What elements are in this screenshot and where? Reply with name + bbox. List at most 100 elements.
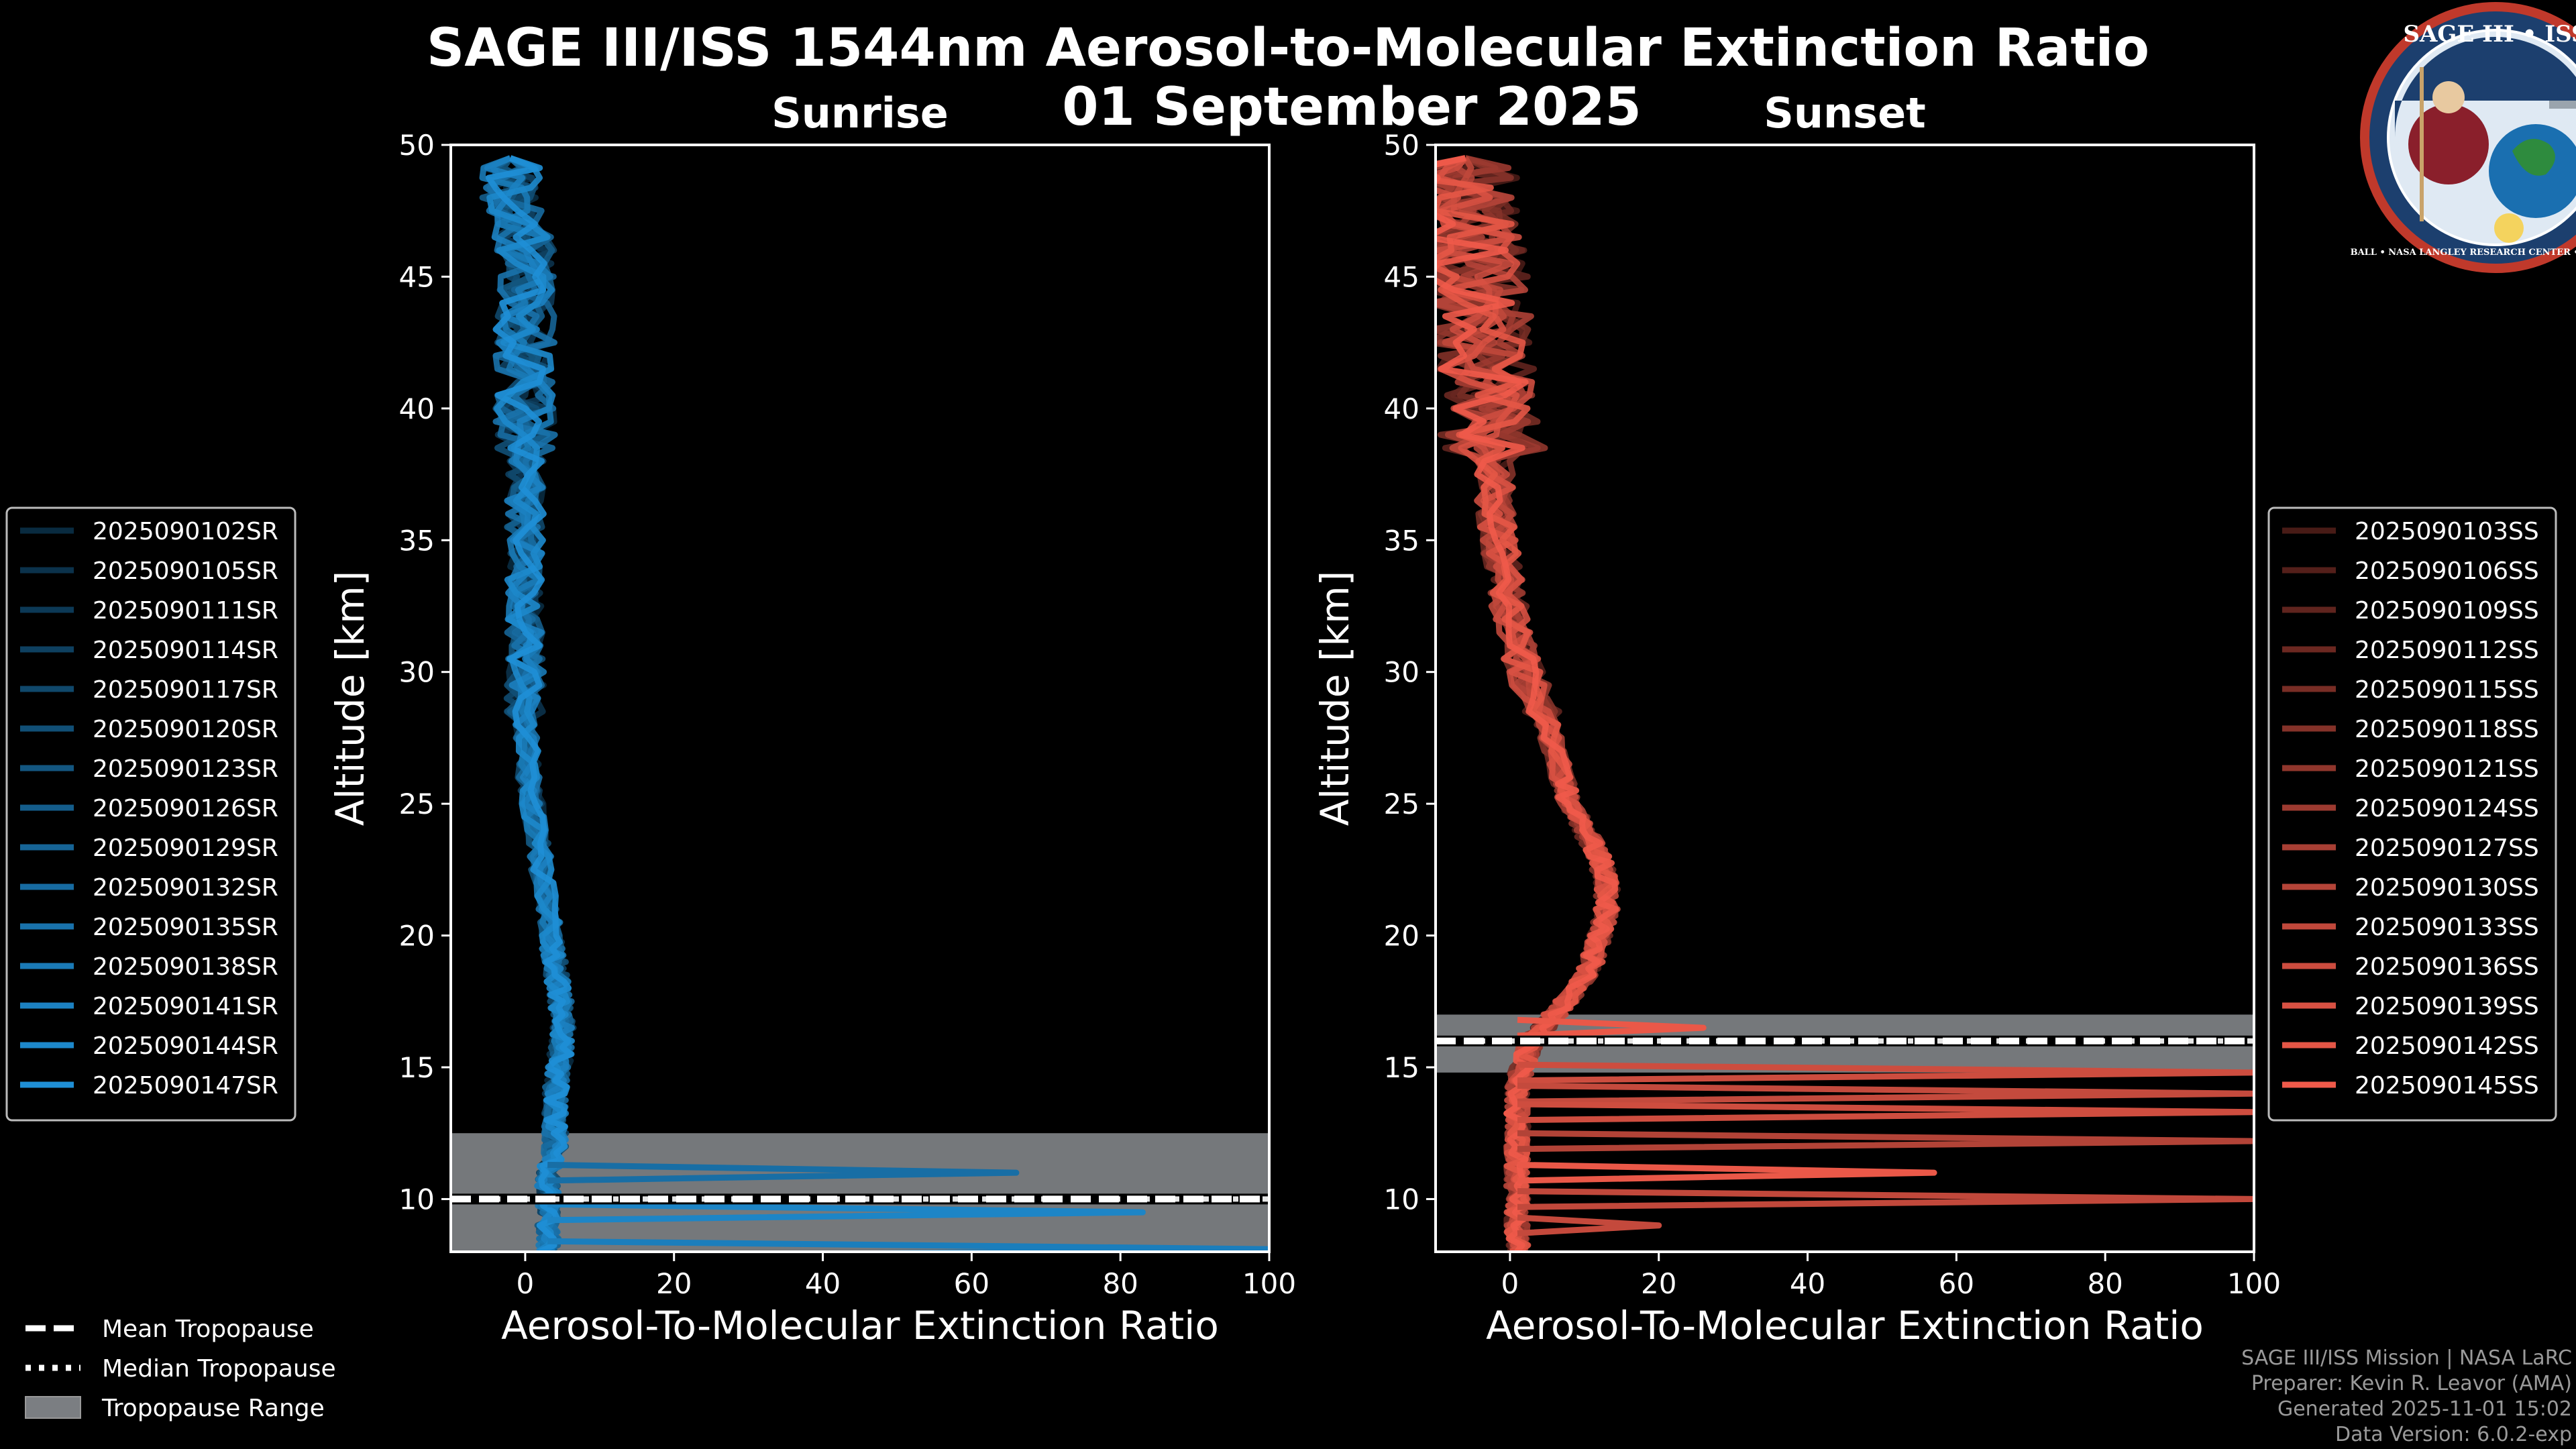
legend-label: 2025090144SR <box>93 1032 278 1060</box>
legend-label: 2025090141SR <box>93 993 278 1020</box>
y-axis-label: Altitude [km] <box>1312 571 1358 826</box>
y-tick-label: 45 <box>1384 260 1419 293</box>
y-tick-label: 20 <box>1384 920 1419 953</box>
x-tick-label: 20 <box>656 1267 692 1300</box>
panel-subtitle: Sunrise <box>771 89 949 138</box>
legend-label: 2025090130SS <box>2355 874 2539 902</box>
outlier-spike <box>547 1161 1020 1184</box>
legend-label: 2025090133SS <box>2355 914 2539 941</box>
y-tick-label: 50 <box>1384 129 1419 162</box>
outlier-spike <box>1517 1016 1707 1039</box>
axes-frame <box>449 144 1271 1253</box>
legend-label: 2025090105SR <box>93 557 278 585</box>
x-tick-label: 100 <box>2227 1267 2281 1300</box>
outlier-spike <box>1517 1101 2254 1124</box>
x-tick-label: 40 <box>805 1267 841 1300</box>
x-axis-label: Aerosol-To-Molecular Extinction Ratio <box>501 1303 1219 1348</box>
panel-subtitle: Sunset <box>1764 89 1926 138</box>
y-tick-label: 25 <box>1384 788 1419 820</box>
x-tick-label: 80 <box>1102 1267 1138 1300</box>
x-tick-label: 0 <box>1501 1267 1519 1300</box>
y-tick-label: 45 <box>399 260 435 293</box>
x-tick-label: 80 <box>2087 1267 2123 1300</box>
series-line <box>486 155 575 1252</box>
iss-icon <box>2549 101 2576 109</box>
outlier-spike <box>1517 1214 1662 1236</box>
legend-frame <box>5 506 297 1122</box>
tropopause-legend-label: Tropopause Range <box>101 1395 325 1422</box>
tropopause-legend-label: Mean Tropopause <box>102 1316 314 1343</box>
x-tick-label: 40 <box>1790 1267 1825 1300</box>
continent-icon <box>2512 139 2555 176</box>
legend-label: 2025090126SR <box>93 795 278 822</box>
axes-frame <box>1434 144 2255 1253</box>
x-tick-label: 100 <box>1242 1267 1296 1300</box>
credits-block: SAGE III/ISS Mission | NASA LaRC Prepare… <box>2241 1346 2572 1446</box>
legend-label: 2025090145SS <box>2355 1072 2539 1099</box>
legend-label: 2025090106SS <box>2355 557 2539 585</box>
y-tick-label: 50 <box>399 129 435 162</box>
legend-label: 2025090121SS <box>2355 755 2539 783</box>
legend-label: 2025090142SS <box>2355 1032 2539 1060</box>
outlier-spike <box>1517 1130 2254 1152</box>
astronomer-icon <box>2408 104 2489 184</box>
sun-icon <box>2494 213 2524 243</box>
x-tick-label: 60 <box>1939 1267 1974 1300</box>
y-tick-label: 25 <box>399 788 435 820</box>
y-tick-label: 10 <box>399 1183 435 1216</box>
outlier-spike <box>1517 1188 2254 1210</box>
sunrise-legend: 2025090102SR 2025090105SR 2025090111SR 2025… <box>5 506 297 1122</box>
sage-iii-iss-logo: SAGE III • ISS BALL • NASA LANGLEY RESEA… <box>2351 2 2576 273</box>
plot-area <box>1436 155 2254 1252</box>
credit-line: Generated 2025-11-01 15:02 <box>2277 1397 2572 1421</box>
tropopause-legend-label: Median Tropopause <box>102 1355 336 1383</box>
chart-title: SAGE III/ISS 1544nm Aerosol-to-Molecular… <box>427 18 2149 78</box>
x-tick-label: 0 <box>517 1267 535 1300</box>
y-tick-label: 30 <box>1384 656 1419 689</box>
legend-label: 2025090117SR <box>93 676 278 704</box>
legend-label: 2025090112SS <box>2355 637 2539 664</box>
y-tick-label: 35 <box>1384 524 1419 557</box>
logo-ring-text: BALL • NASA LANGLEY RESEARCH CENTER • TA… <box>2351 248 2576 258</box>
sunset-legend: 2025090103SS 2025090106SS 2025090109SS 2025… <box>2267 506 2557 1122</box>
legend-label: 2025090138SR <box>93 953 278 981</box>
legend-label: 2025090136SS <box>2355 953 2539 981</box>
credit-line: Data Version: 6.0.2-exp <box>2335 1423 2572 1446</box>
x-axis-label: Aerosol-To-Molecular Extinction Ratio <box>1486 1303 2204 1348</box>
legend-label: 2025090103SS <box>2355 518 2539 545</box>
legend-label: 2025090135SR <box>93 914 278 941</box>
outlier-spike <box>547 1201 1146 1224</box>
outlier-spike <box>1517 1161 1937 1184</box>
legend-label: 2025090109SS <box>2355 597 2539 625</box>
legend-label: 2025090123SR <box>93 755 278 783</box>
legend-label: 2025090124SS <box>2355 795 2539 822</box>
credit-line: Preparer: Kevin R. Leavor (AMA) <box>2251 1372 2572 1395</box>
legend-label: 2025090132SR <box>93 874 278 902</box>
astronomer-face-icon <box>2432 81 2465 113</box>
y-tick-label: 10 <box>1384 1183 1419 1216</box>
legend-label: 2025090115SS <box>2355 676 2539 704</box>
legend-label: 2025090118SS <box>2355 716 2539 743</box>
legend-label: 2025090114SR <box>93 637 278 664</box>
y-axis-label: Altitude [km] <box>327 571 373 826</box>
outlier-spike <box>1517 1083 2254 1105</box>
y-tick-label: 30 <box>399 656 435 689</box>
y-tick-label: 15 <box>1384 1051 1419 1084</box>
date-label: 01 September 2025 <box>1062 77 1642 138</box>
sunrise-panel: Sunrise 0 20 40 60 80 100 10 15 20 25 30 35 40 45 50 Aer… <box>327 89 1296 1348</box>
legend-label: 2025090129SR <box>93 835 278 862</box>
legend-label: 2025090111SR <box>93 597 278 625</box>
sunset-panel: Sunset 0 20 40 60 80 100 10 15 20 25 30 35 40 45 50 Aero… <box>1312 89 2281 1348</box>
series-line <box>486 155 574 1252</box>
y-tick-label: 20 <box>399 920 435 953</box>
legend-label: 2025090127SS <box>2355 835 2539 862</box>
credit-line: SAGE III/ISS Mission | NASA LaRC <box>2241 1346 2572 1370</box>
y-tick-label: 40 <box>399 392 435 425</box>
plot-area <box>451 155 1269 1252</box>
tropopause-range-swatch <box>25 1396 81 1419</box>
legend-label: 2025090139SS <box>2355 993 2539 1020</box>
legend-label: 2025090120SR <box>93 716 278 743</box>
x-tick-label: 60 <box>954 1267 989 1300</box>
legend-label: 2025090102SR <box>93 518 278 545</box>
